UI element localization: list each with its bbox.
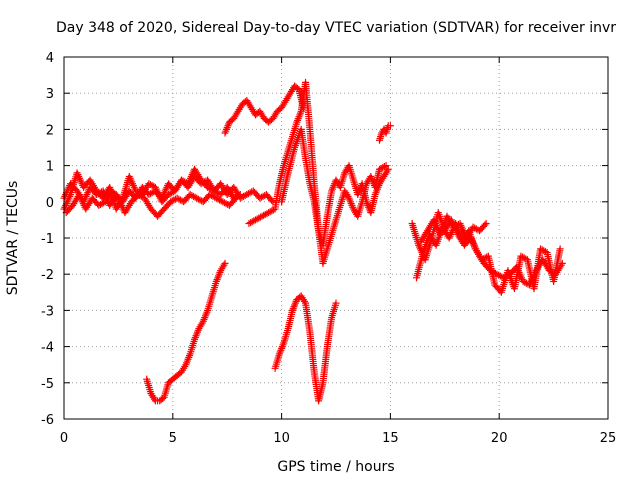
y-tick-label: -5 [41,377,54,392]
data-point [556,245,564,253]
grid-lines [64,57,608,419]
series-track-h [271,292,340,405]
data-point [384,165,392,173]
y-tick-label: 4 [46,51,54,66]
series-track-l [417,212,490,246]
data-point [386,122,394,130]
series-track-i [376,122,394,144]
data-point [221,259,229,267]
data-point [382,162,390,170]
series-track-f [245,78,390,267]
y-tick-label: 0 [46,196,54,211]
x-axis-label: GPS time / hours [277,459,394,475]
y-tick-label: -3 [41,304,54,319]
y-tick-label: -6 [41,413,54,428]
data-point [98,200,106,208]
x-tick-label: 10 [273,431,290,446]
chart-title: Day 348 of 2020, Sidereal Day-to-day VTE… [56,20,616,36]
x-tick-label: 15 [382,431,399,446]
series-track-c [62,187,240,220]
x-tick-label: 5 [169,431,177,446]
data-point [236,191,244,199]
data-point [170,196,178,204]
plot-frame [63,56,609,420]
data-point [231,196,239,204]
data-point [148,182,156,190]
x-tick-label: 25 [600,431,617,446]
tick-labels: 0 5 10 15 20 25 -6 -5 -4 -3 -2 -1 0 1 2 3 4 [41,51,616,446]
series-track-d [143,259,229,405]
x-tick-label: 0 [60,431,68,446]
y-tick-label: -2 [41,268,54,283]
y-tick-label: 1 [46,160,54,175]
data-point [380,163,388,171]
y-tick-label: 3 [46,87,54,102]
data-point [232,194,240,202]
data-point [482,220,490,228]
y-tick-label: -4 [41,341,54,356]
data-point [332,299,340,307]
data-point [379,163,387,171]
y-tick-label: 2 [46,123,54,138]
series-track-g [278,125,392,249]
x-tick-label: 20 [491,431,508,446]
data-point [481,221,489,229]
y-axis-label: SDTVAR / TECUs [5,181,21,296]
y-tick-label: -1 [41,232,54,247]
series-track-e [221,82,307,137]
series-track-k [413,220,564,296]
data-series [60,78,566,405]
